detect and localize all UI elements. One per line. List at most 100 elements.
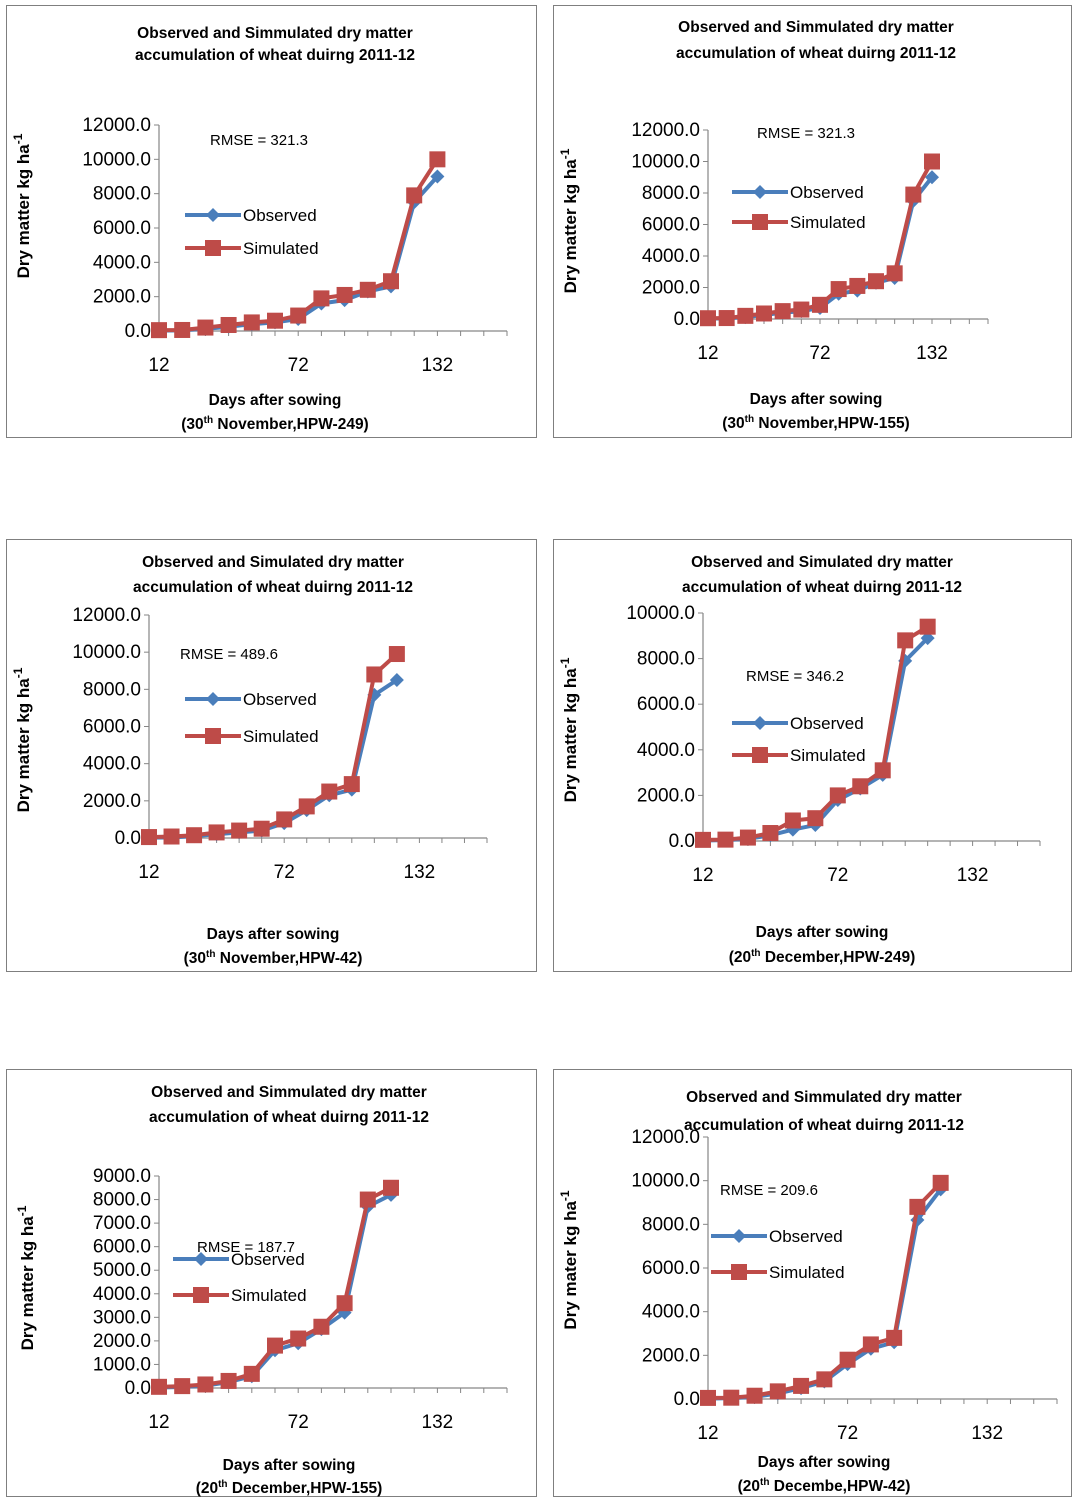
y-tick-label: 2000.0 [93,287,151,308]
legend-marker-observed [753,716,767,730]
data-point-simulated [897,632,914,649]
data-point-simulated [366,666,383,683]
data-point-simulated [905,186,922,203]
data-point-simulated [849,277,866,294]
data-point-simulated [276,811,293,828]
y-tick-label: 4000.0 [642,1302,700,1323]
legend-marker-observed [732,1229,746,1243]
x-axis-label: Days after sowing [750,391,883,408]
chart-title-line: accumulation of wheat duirng 2011-12 [149,1109,429,1126]
y-tick-label: 6000.0 [93,218,151,239]
data-point-simulated [829,787,846,804]
y-tick-label: 3000.0 [93,1307,151,1328]
data-point-simulated [756,305,772,322]
legend-label-simulated: Simulated [790,746,866,765]
chart-title-line: Observed and Simmulated dry matter [151,1084,427,1101]
data-point-simulated [793,301,810,318]
chart-panel-3: Observed and Simulated dry matter accumul… [6,539,537,972]
chart-panel-1: Observed and Simmulated dry matter accumu… [6,5,537,438]
data-point-observed [389,673,404,688]
y-tick-label: 5000.0 [93,1260,151,1281]
data-point-simulated [383,273,399,290]
legend-marker-simulated [752,214,768,230]
y-tick-label: 10000.0 [631,1171,700,1192]
data-point-simulated [290,307,307,324]
chart-title-line: Observed and Simmulated dry matter [137,25,413,42]
rmse-annotation: RMSE = 489.6 [180,646,278,663]
legend-label-simulated: Simulated [790,213,866,232]
y-tick-label: 8000.0 [642,1214,700,1235]
y-tick-label: 6000.0 [93,1237,151,1258]
y-tick-label: 6000.0 [637,694,695,715]
data-point-observed [337,1305,352,1320]
data-point-simulated [717,831,734,848]
legend-marker-observed [206,208,220,222]
chart-title-line: Observed and Simulated dry matter [142,554,404,571]
data-point-simulated [695,831,711,848]
legend-label-observed: Observed [243,206,317,225]
chart-title-line: accumulation of wheat duirng 2011-12 [133,579,413,596]
y-tick-label: 10000.0 [72,642,141,663]
chart-svg: Observed and Simulated dry matter accumul… [11,554,488,967]
y-tick-label: 0.0 [674,1389,700,1410]
x-tick-label: 72 [827,865,848,886]
data-point-simulated [298,798,315,815]
data-point-simulated [874,762,891,779]
data-point-simulated [723,1389,740,1406]
data-point-simulated [769,1383,786,1400]
chart-panel-2: Observed and Simmulated dry matter accumu… [553,5,1072,438]
y-tick-label: 0.0 [669,831,695,852]
data-point-simulated [862,1336,879,1353]
chart-title-line: accumulation of wheat duirng 2011-12 [676,45,956,62]
legend-label-observed: Observed [769,1227,843,1246]
y-tick-label: 1000.0 [93,1354,151,1375]
chart-svg: Observed and Simmulated dry matter accumu… [558,1089,1058,1495]
data-point-simulated [886,1329,903,1346]
x-axis-sublabel: (30th November,HPW-249) [181,415,368,433]
data-point-simulated [174,1378,191,1395]
data-point-simulated [784,812,801,829]
data-point-simulated [243,1365,260,1382]
y-tick-label: 10000.0 [631,152,700,173]
x-tick-label: 12 [148,355,169,376]
x-tick-label: 12 [148,1412,169,1433]
chart-panel-6: Observed and Simmulated dry matter accumu… [553,1069,1072,1497]
data-point-simulated [141,829,157,846]
x-axis-sublabel: (30th November,HPW-42) [184,949,363,967]
x-axis-label: Days after sowing [756,924,889,941]
data-point-simulated [313,290,330,307]
data-point-simulated [700,310,716,327]
y-axis-label: Dry matter kg ha-1 [11,133,33,278]
y-axis-label: Dry matter kg ha-1 [558,148,580,293]
legend-marker-simulated [205,240,221,256]
x-axis-sublabel: (20th December,HPW-155) [196,1479,383,1497]
y-tick-label: 2000.0 [83,791,141,812]
y-tick-label: 12000.0 [72,605,141,626]
rmse-annotation: RMSE = 209.6 [720,1182,818,1199]
data-point-simulated [807,810,824,827]
data-point-simulated [886,265,903,282]
x-axis-sublabel: (20th Decembe,HPW-42) [738,1477,911,1495]
data-point-simulated [321,783,338,800]
x-axis-sublabel: (30th November,HPW-155) [722,414,909,432]
data-point-simulated [909,1198,926,1215]
data-point-simulated [746,1387,763,1404]
x-tick-label: 72 [809,343,830,364]
y-tick-label: 4000.0 [83,754,141,775]
legend-label-observed: Observed [243,690,317,709]
data-point-simulated [774,303,791,320]
legend-marker-observed [206,692,220,706]
chart-title-line: Observed and Simmulated dry matter [678,19,954,36]
data-point-simulated [830,281,847,298]
y-tick-label: 12000.0 [631,1127,700,1148]
y-axis-label: Dry mater kg ha-1 [558,1190,580,1329]
legend-marker-observed [194,1252,208,1266]
y-tick-label: 2000.0 [93,1331,151,1352]
chart-title-line: Observed and Simmulated dry matter [686,1089,962,1106]
data-point-simulated [267,312,283,329]
data-point-simulated [718,310,735,327]
data-point-simulated [852,778,869,795]
legend-label-observed: Observed [790,714,864,733]
chart-panel-4: Observed and Simulated dry matter accumul… [553,539,1072,972]
y-tick-label: 4000.0 [93,252,151,273]
